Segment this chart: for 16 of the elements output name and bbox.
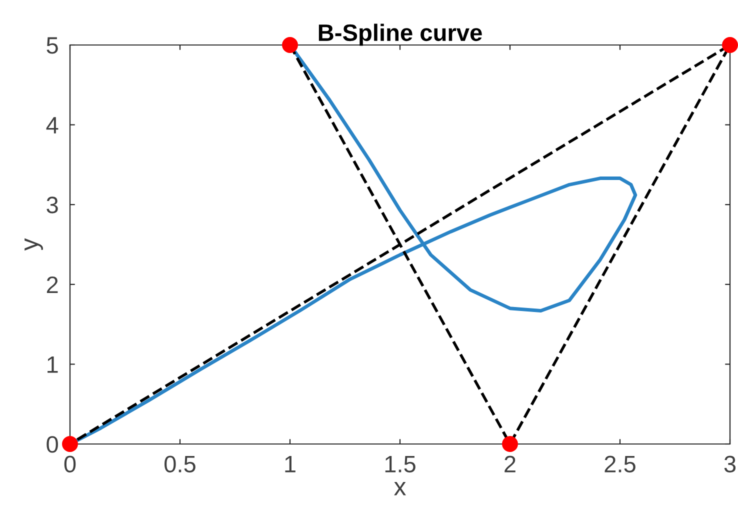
x-axis-title: x <box>394 482 406 496</box>
y-tick-label: 4 <box>46 117 58 134</box>
y-tick-label: 0 <box>46 436 58 453</box>
x-tick-label: 0.5 <box>164 456 196 472</box>
x-tick-label: 2.5 <box>604 456 636 472</box>
y-tick-label: 1 <box>48 356 58 373</box>
chart-title: B-Spline curve <box>318 24 482 46</box>
x-tick-label: 3 <box>724 456 736 472</box>
x-tick-label: 2 <box>504 456 516 472</box>
x-tick-label: 1.5 <box>385 456 416 472</box>
y-tick-label: 3 <box>46 196 58 214</box>
x-tick-label: 0 <box>64 456 76 472</box>
y-tick-label: 5 <box>46 37 58 54</box>
x-tick-label: 1 <box>285 456 296 472</box>
y-axis-title: y <box>24 238 43 251</box>
y-tick-label: 2 <box>46 276 58 293</box>
